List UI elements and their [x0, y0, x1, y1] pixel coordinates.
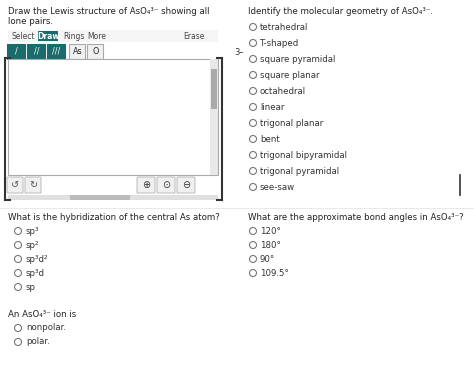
Text: T-shaped: T-shaped: [260, 38, 299, 47]
Text: 120°: 120°: [260, 227, 281, 236]
Text: 3–: 3–: [234, 47, 244, 56]
Text: Draw: Draw: [37, 31, 59, 40]
FancyBboxPatch shape: [38, 31, 58, 41]
Text: ⊙: ⊙: [162, 180, 170, 190]
Text: What is the hybridization of the central As atom?: What is the hybridization of the central…: [8, 213, 220, 222]
Text: lone pairs.: lone pairs.: [8, 17, 53, 26]
Bar: [70, 195, 130, 200]
Text: 90°: 90°: [260, 254, 275, 263]
Text: ↻: ↻: [29, 180, 37, 190]
FancyBboxPatch shape: [27, 44, 46, 58]
FancyBboxPatch shape: [47, 44, 65, 58]
Text: sp³d²: sp³d²: [26, 254, 48, 263]
FancyBboxPatch shape: [8, 44, 26, 58]
FancyBboxPatch shape: [7, 177, 23, 193]
Text: polar.: polar.: [26, 338, 50, 347]
Text: trigonal pyramidal: trigonal pyramidal: [260, 167, 339, 176]
Text: Erase: Erase: [183, 31, 205, 40]
Text: An AsO₄³⁻ ion is: An AsO₄³⁻ ion is: [8, 310, 76, 319]
Text: Rings: Rings: [63, 31, 84, 40]
FancyBboxPatch shape: [70, 44, 85, 58]
Text: ↺: ↺: [11, 180, 19, 190]
Text: ///: ///: [52, 47, 61, 56]
Text: 180°: 180°: [260, 241, 281, 249]
Text: square planar: square planar: [260, 71, 319, 80]
Bar: [8, 195, 218, 200]
Text: ⊕: ⊕: [142, 180, 150, 190]
Text: see-saw: see-saw: [260, 183, 295, 192]
Text: /: /: [15, 47, 18, 56]
Bar: [8, 30, 218, 42]
Text: sp²: sp²: [26, 241, 39, 249]
Text: square pyramidal: square pyramidal: [260, 54, 336, 64]
Text: bent: bent: [260, 134, 280, 143]
Bar: [8, 59, 218, 175]
Text: O: O: [92, 47, 99, 56]
Text: More: More: [87, 31, 106, 40]
Text: What are the approximate bond angles in AsO₄³⁻?: What are the approximate bond angles in …: [248, 213, 464, 222]
Text: tetrahedral: tetrahedral: [260, 22, 309, 31]
Text: sp³d: sp³d: [26, 269, 45, 278]
Text: sp³: sp³: [26, 227, 39, 236]
Text: sp: sp: [26, 283, 36, 292]
Text: Draw the Lewis structure of AsO₄³⁻ showing all: Draw the Lewis structure of AsO₄³⁻ showi…: [8, 7, 210, 16]
FancyBboxPatch shape: [157, 177, 175, 193]
Bar: [210, 59, 218, 175]
FancyBboxPatch shape: [25, 177, 41, 193]
Text: Identify the molecular geometry of AsO₄³⁻.: Identify the molecular geometry of AsO₄³…: [248, 7, 433, 16]
FancyBboxPatch shape: [88, 44, 103, 58]
Bar: [211, 69, 217, 109]
Text: trigonal planar: trigonal planar: [260, 118, 323, 127]
Text: As: As: [73, 47, 82, 56]
Text: trigonal bipyramidal: trigonal bipyramidal: [260, 151, 347, 160]
Text: octahedral: octahedral: [260, 87, 306, 96]
Text: 109.5°: 109.5°: [260, 269, 289, 278]
Text: ⊖: ⊖: [182, 180, 190, 190]
Text: //: //: [34, 47, 39, 56]
Text: nonpolar.: nonpolar.: [26, 323, 66, 332]
FancyBboxPatch shape: [177, 177, 195, 193]
FancyBboxPatch shape: [137, 177, 155, 193]
Text: linear: linear: [260, 102, 284, 111]
Text: Select: Select: [12, 31, 36, 40]
